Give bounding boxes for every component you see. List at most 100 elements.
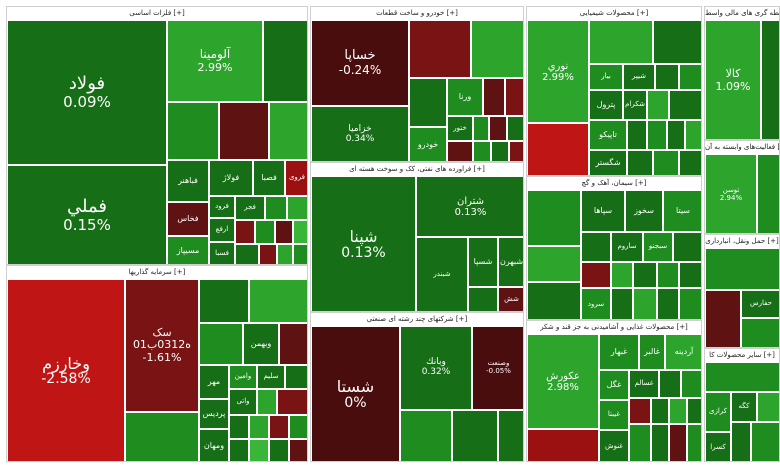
tile-small[interactable] <box>269 415 289 439</box>
tile-saliem[interactable]: سلیم <box>257 365 285 389</box>
tile-small[interactable] <box>685 120 701 150</box>
tile-small[interactable] <box>627 120 647 150</box>
tile-vasanat[interactable]: وصنعت -0.05% <box>472 326 523 410</box>
tile-small[interactable] <box>669 424 687 461</box>
tile-sepaha[interactable]: سپاها <box>581 190 625 232</box>
tile-small[interactable] <box>581 262 611 288</box>
tile-small[interactable] <box>473 116 489 141</box>
tile-farvi[interactable]: فروی <box>285 160 307 196</box>
tile-shesipa[interactable]: شسپا <box>468 237 498 287</box>
tile-kerazi[interactable]: کرازی <box>705 392 731 432</box>
tile-small[interactable] <box>627 150 653 175</box>
tile-ghebita[interactable]: غیبتا <box>599 400 629 430</box>
tile-vabank[interactable]: وبانك 0.32% <box>400 326 472 410</box>
tile-small[interactable] <box>647 90 669 120</box>
section-header[interactable]: محصولات شیمیایی [+] <box>527 7 701 21</box>
tile-small[interactable] <box>505 78 523 116</box>
tile-ekorosh[interactable]: عكورش 2.98% <box>527 334 599 429</box>
tile-vakharazm[interactable]: وخارزم -2.58% <box>7 279 125 461</box>
tile-vmahan[interactable]: ومهان <box>199 429 229 461</box>
tile-small[interactable] <box>687 424 701 461</box>
tile-small[interactable] <box>751 422 779 461</box>
tile-small[interactable] <box>167 102 219 160</box>
tile-foroud[interactable]: فرود <box>209 196 235 218</box>
tile-small[interactable] <box>249 439 269 461</box>
tile-vrana[interactable]: ورنا <box>447 78 483 116</box>
tile-khodro[interactable]: خودرو <box>409 127 447 161</box>
section-header[interactable]: فراورده های نفتی، کک و سوخت هسته ای [+] <box>311 163 523 177</box>
tile-small[interactable] <box>657 288 679 319</box>
tile-shgostar[interactable]: شگستر <box>589 150 627 175</box>
tile-khetor[interactable]: ختور <box>447 116 473 141</box>
tile-small[interactable] <box>647 120 667 150</box>
tile-small[interactable] <box>447 141 473 161</box>
tile-small[interactable] <box>277 389 307 415</box>
tile-small[interactable] <box>651 424 669 461</box>
tile-small[interactable] <box>611 288 633 319</box>
tile-alumina[interactable]: آلومينا 2.99% <box>167 20 263 102</box>
tile-small[interactable] <box>653 150 679 175</box>
tile-small[interactable] <box>653 20 701 64</box>
tile-sheghadir[interactable]: شیپر <box>623 64 655 90</box>
tile-small[interactable] <box>400 410 452 461</box>
tile-mohr[interactable]: مهر <box>199 365 229 399</box>
section-header[interactable]: سرمایه گذاریها [+] <box>7 266 307 280</box>
tile-small[interactable] <box>667 120 685 150</box>
tile-shebahr[interactable]: شبهرن <box>498 237 523 287</box>
tile-arfe[interactable]: ارفع <box>209 218 235 242</box>
tile-small[interactable] <box>527 282 581 319</box>
tile-small[interactable] <box>468 287 498 311</box>
tile-petrol[interactable]: پترول <box>589 90 623 120</box>
tile-small[interactable] <box>235 244 259 264</box>
tile-small[interactable] <box>679 262 701 288</box>
tile-small[interactable] <box>679 64 701 90</box>
tile-small[interactable] <box>669 398 687 424</box>
tile-small[interactable] <box>473 141 491 161</box>
tile-small[interactable] <box>265 196 287 220</box>
tile-small[interactable] <box>285 365 307 389</box>
tile-small[interactable] <box>287 196 307 220</box>
tile-hafaras[interactable]: حفارس <box>741 290 779 318</box>
tile-small[interactable] <box>491 141 509 161</box>
tile-fesba[interactable]: فسبا <box>209 242 235 264</box>
tile-small[interactable] <box>589 20 653 64</box>
tile-small[interactable] <box>509 141 523 161</box>
tile-tosan[interactable]: توسن 2.94% <box>705 154 757 233</box>
tile-small[interactable] <box>633 288 657 319</box>
tile-sabet[interactable]: سبجنو <box>643 232 673 262</box>
tile-small[interactable] <box>249 415 269 439</box>
tile-small[interactable] <box>125 412 199 461</box>
tile-fabahar[interactable]: فباهنر <box>167 160 209 202</box>
tile-shapdis[interactable]: بیار <box>589 64 623 90</box>
tile-folaj[interactable]: فولاژ <box>209 160 253 196</box>
tile-small[interactable] <box>257 389 277 415</box>
tile-small[interactable] <box>279 323 307 365</box>
tile-small[interactable] <box>705 362 779 392</box>
tile-vshomali[interactable]: واتی <box>229 389 257 415</box>
section-header[interactable]: سیمان، آهک و گچ [+] <box>527 177 701 191</box>
tile-small[interactable] <box>199 279 249 323</box>
tile-small[interactable] <box>452 410 498 461</box>
tile-small[interactable] <box>275 220 293 244</box>
tile-ghabhar[interactable]: غبهار <box>599 334 639 370</box>
tile-small[interactable] <box>669 90 701 120</box>
tile-small[interactable] <box>659 370 681 398</box>
tile-small[interactable] <box>687 398 701 424</box>
tile-small[interactable] <box>757 392 779 422</box>
tile-fakhas[interactable]: فخاس <box>167 202 209 236</box>
section-header[interactable]: سایر محصولات کا [+] <box>705 349 779 363</box>
tile-tapiko[interactable]: تاپیکو <box>589 120 627 150</box>
tile-small[interactable] <box>581 232 611 262</box>
section-header[interactable]: واسطه گری های مالی واسط [+] <box>705 7 779 21</box>
tile-small[interactable] <box>507 116 523 141</box>
tile-small[interactable] <box>235 220 255 244</box>
tile-small[interactable] <box>249 279 307 323</box>
tile-pardis[interactable]: پردیس <box>199 399 229 429</box>
tile-small[interactable] <box>741 318 779 347</box>
tile-small[interactable] <box>269 102 307 160</box>
tile-small[interactable] <box>527 429 599 461</box>
tile-shabandar[interactable]: شبندر <box>416 237 468 311</box>
tile-small[interactable] <box>611 262 633 288</box>
tile-nouri[interactable]: نوري 2.99% <box>527 20 589 123</box>
tile-small[interactable] <box>219 102 269 160</box>
